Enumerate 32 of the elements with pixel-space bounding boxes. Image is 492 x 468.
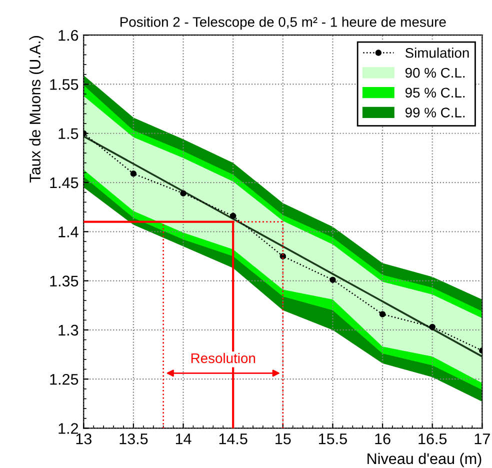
y-tick-label: 1.3 bbox=[58, 324, 78, 336]
legend-label: Simulation bbox=[405, 48, 469, 58]
x-tick-label: 15.5 bbox=[319, 434, 347, 444]
point bbox=[230, 212, 236, 220]
x-tick-label: 13.5 bbox=[120, 433, 148, 444]
x-tick-label: 17 bbox=[474, 434, 490, 444]
y-tick-label: 1.4 bbox=[58, 226, 78, 238]
legend-label: 99 % C.L. bbox=[405, 108, 465, 118]
x-tick-label: 14 bbox=[176, 434, 192, 444]
point bbox=[180, 190, 186, 196]
y-tick-label: 1.25 bbox=[50, 374, 78, 385]
chart-title: Position 2 - Telescope de 0,5 m² - 1 heure de mesure bbox=[120, 16, 446, 30]
point bbox=[429, 324, 436, 330]
point bbox=[130, 170, 137, 177]
y-tick-label: 1.6 bbox=[58, 30, 78, 41]
x-tick-label: 16.5 bbox=[418, 433, 447, 444]
y-tick-label: 1.45 bbox=[50, 178, 78, 188]
y-tick-label: 1.2 bbox=[58, 423, 78, 434]
y-axis-title: Taux de Muons (U.A.) bbox=[29, 36, 44, 182]
point bbox=[379, 311, 386, 318]
x-tick-label: 15 bbox=[276, 434, 291, 444]
annotation: Resolution bbox=[191, 352, 256, 364]
x-axis-title: Niveau d'eau (m) bbox=[368, 452, 482, 468]
legend-label: 90 % C.L. bbox=[405, 68, 465, 78]
y-tick-label: 1.55 bbox=[50, 79, 78, 90]
y-tick-label: 1.35 bbox=[50, 276, 78, 286]
x-tick-label: 14.5 bbox=[219, 434, 248, 444]
x-tick-label: 16 bbox=[375, 433, 390, 444]
x-tick-label: 13 bbox=[76, 433, 92, 444]
legend-label: 95 % C.L. bbox=[405, 88, 465, 98]
point bbox=[330, 276, 336, 283]
y-tick-label: 1.5 bbox=[58, 128, 78, 140]
